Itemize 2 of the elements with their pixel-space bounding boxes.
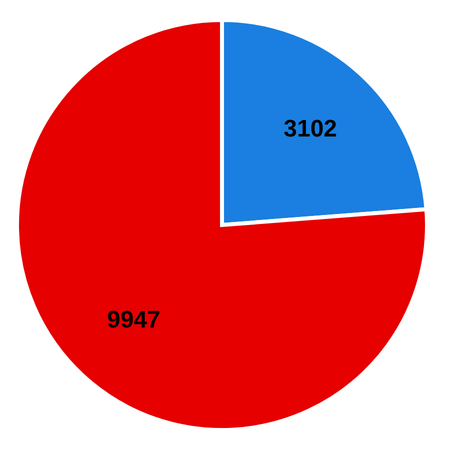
data-label: 9947 [106,306,160,334]
data-label: 3102 [284,116,338,143]
